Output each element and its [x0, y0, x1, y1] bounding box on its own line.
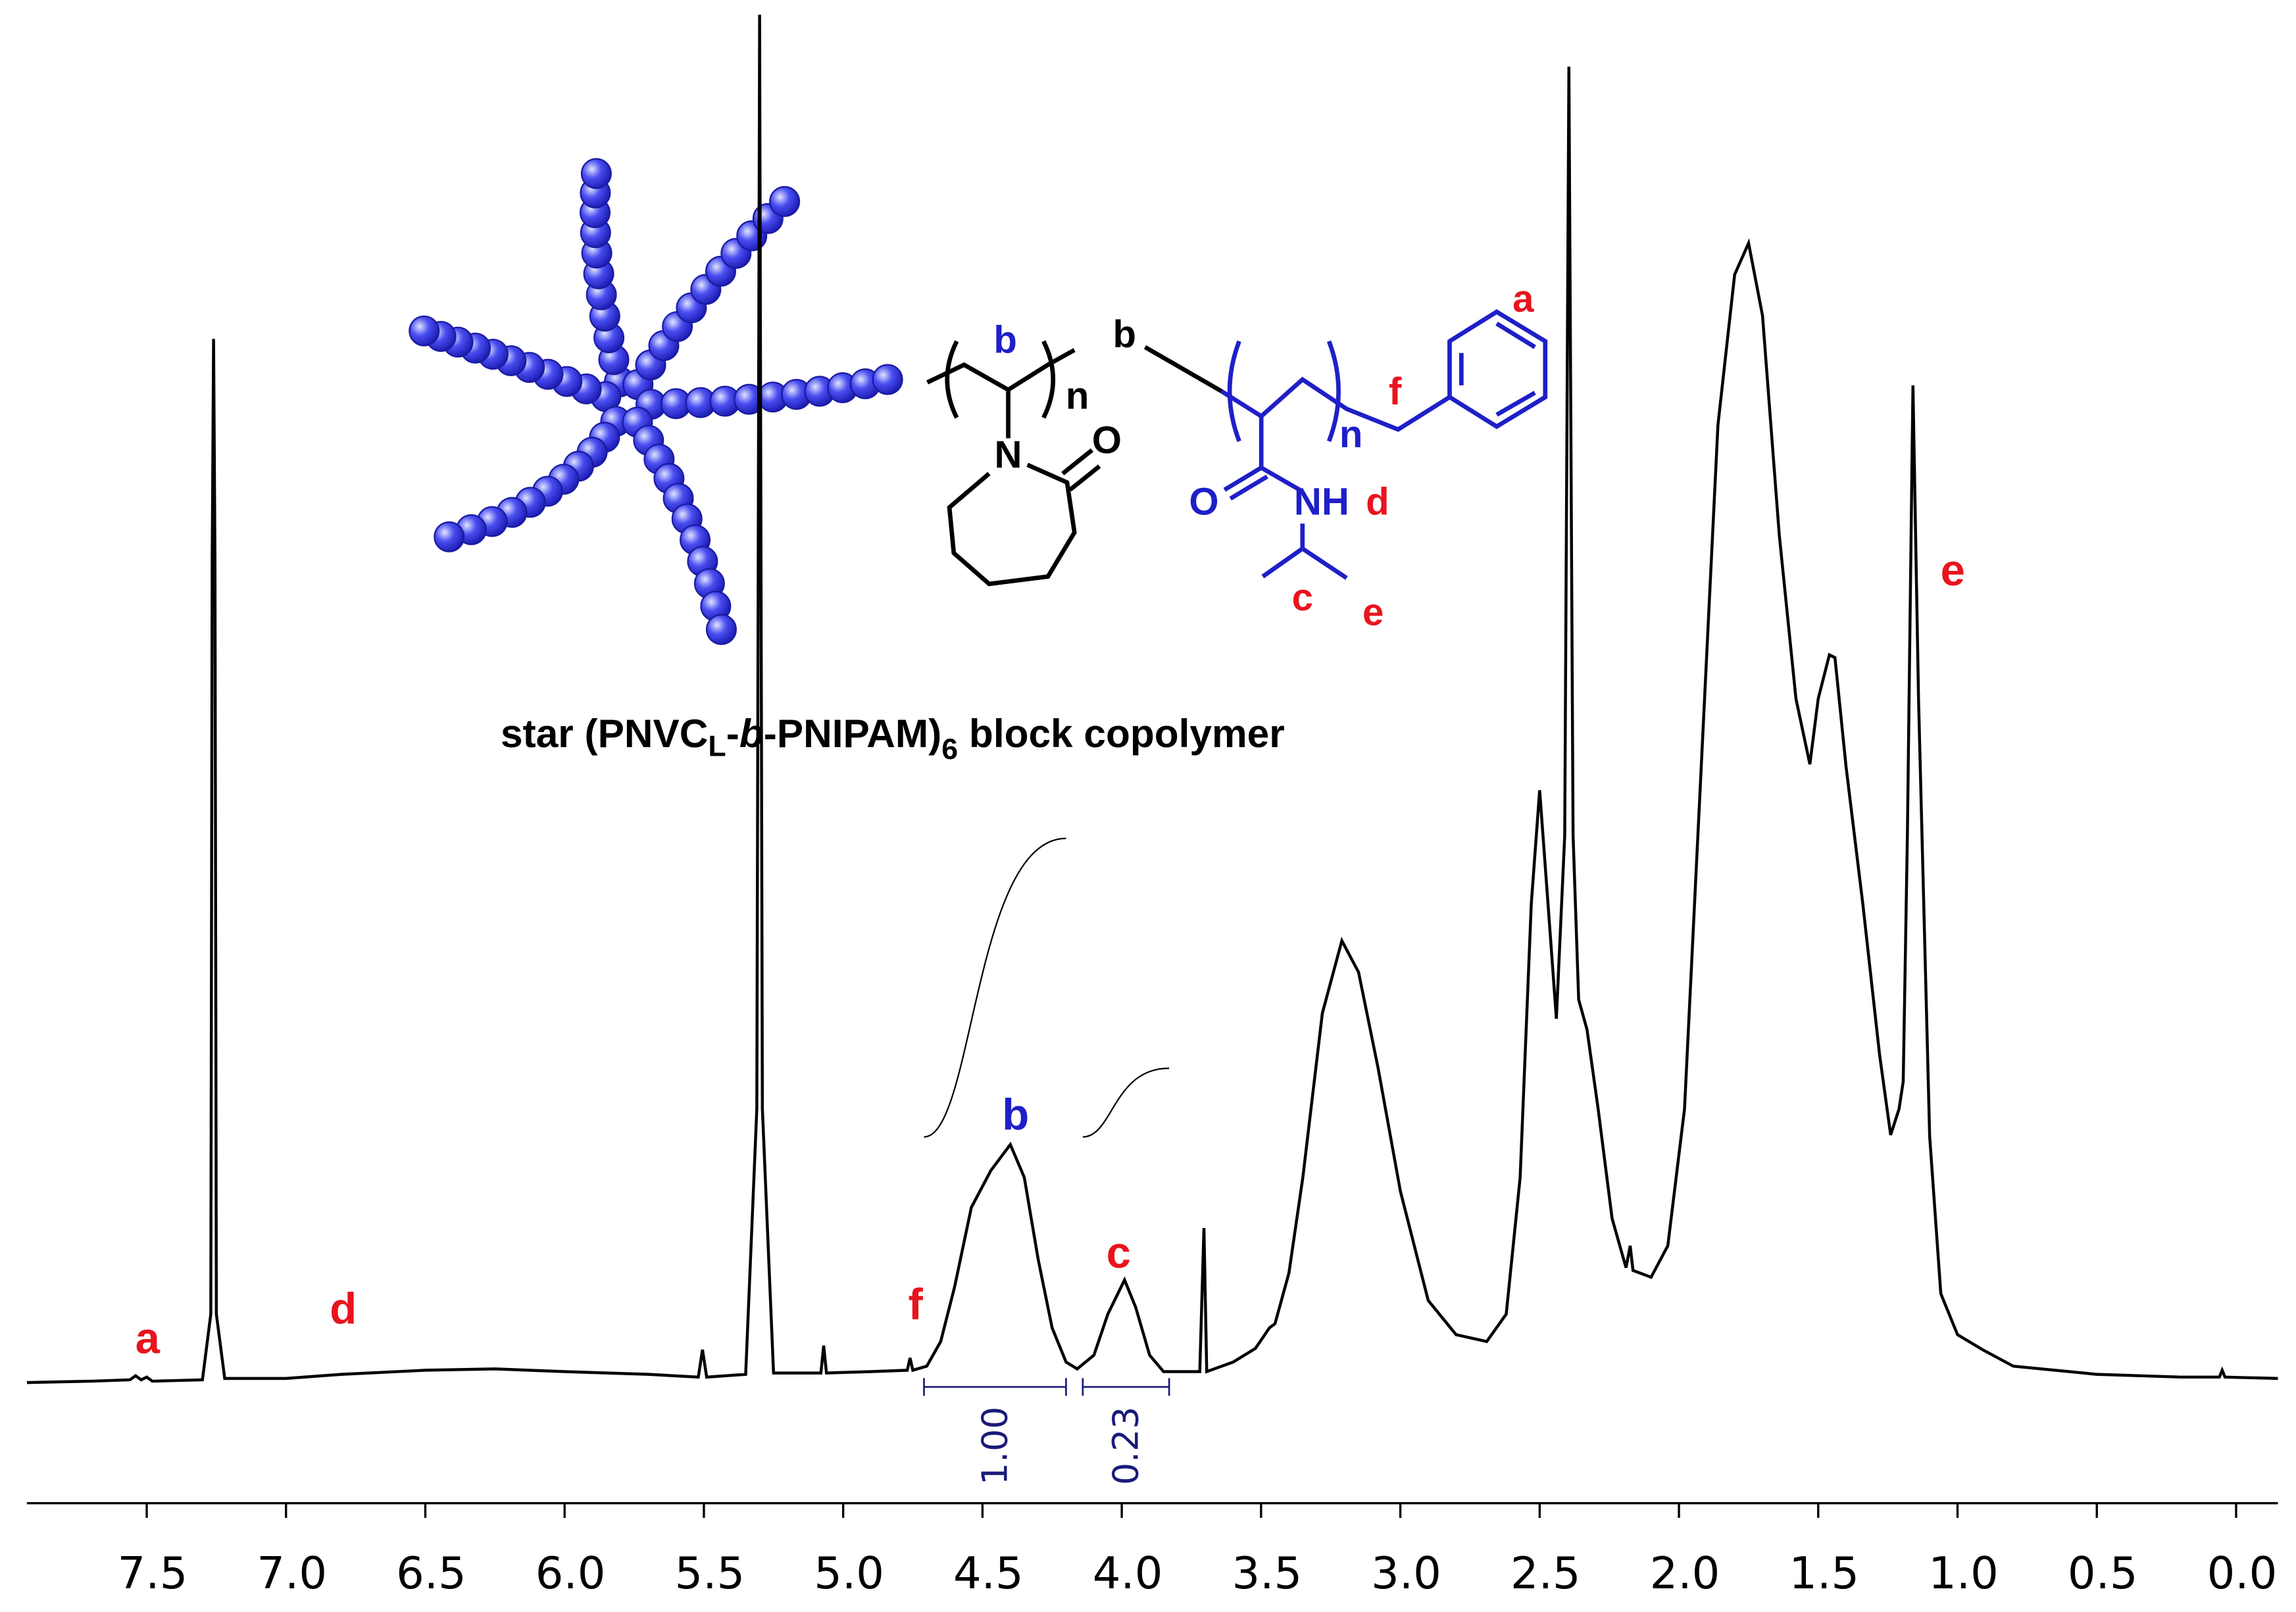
- x-tick-label: 6.5: [396, 1548, 466, 1599]
- x-tick-label: 7.0: [257, 1548, 327, 1599]
- x-tick-label: 5.0: [814, 1548, 884, 1599]
- bead: [409, 315, 440, 347]
- x-tick-label: 1.0: [1928, 1548, 1999, 1599]
- caption: star (PNVCL-b-PNIPAM)6 block copolymer: [501, 711, 1285, 766]
- x-tick-label: 3.0: [1371, 1548, 1441, 1599]
- x-tick-label: 0.0: [2207, 1548, 2278, 1599]
- structure-label: N: [995, 433, 1022, 476]
- x-tick-label: 3.5: [1232, 1548, 1302, 1599]
- ring: [947, 448, 1101, 587]
- bracket: [945, 340, 1056, 419]
- peak-label: c: [1107, 1229, 1131, 1278]
- peak-label: d: [330, 1284, 357, 1334]
- x-tick-label: 1.5: [1789, 1548, 1859, 1599]
- integral-label: 0.23: [1105, 1407, 1146, 1485]
- x-tick-label: 6.0: [536, 1548, 606, 1599]
- bead: [769, 185, 801, 217]
- integral-curve: [1082, 1067, 1170, 1138]
- caption-part: L: [708, 730, 726, 762]
- x-tick-label: 5.5: [675, 1548, 745, 1599]
- peak-label: e: [1941, 546, 1965, 595]
- caption-part: -: [726, 711, 739, 756]
- bead: [434, 521, 465, 552]
- integral-bracket: [1082, 1378, 1170, 1396]
- star-core: [409, 158, 903, 645]
- bond: [1220, 376, 1451, 580]
- integral-curve: [924, 837, 1066, 1138]
- x-tick-label: 2.0: [1650, 1548, 1720, 1599]
- structure-label: b: [1112, 313, 1136, 356]
- structure-label: n: [1339, 413, 1363, 456]
- spectrum-line: [26, 14, 2278, 1384]
- caption-part: b: [739, 711, 764, 756]
- caption-part: 6: [941, 733, 958, 766]
- structure-label: c: [1292, 576, 1313, 619]
- bead: [705, 614, 737, 645]
- structure-label: d: [1366, 481, 1389, 524]
- caption-part: -PNIPAM): [764, 711, 942, 756]
- bond: [926, 345, 1223, 439]
- structure-label: a: [1512, 278, 1534, 320]
- structure-label: b: [993, 319, 1017, 362]
- structure-label: NH: [1294, 481, 1349, 524]
- peak-label: a: [136, 1313, 161, 1363]
- caption-part: block copolymer: [958, 711, 1285, 756]
- integral-label: 1.00: [974, 1407, 1015, 1485]
- x-tick-label: 4.5: [953, 1548, 1024, 1599]
- bead: [872, 364, 903, 395]
- structure-label: O: [1092, 419, 1122, 462]
- peak-label: b: [1002, 1090, 1029, 1139]
- bead: [580, 158, 612, 189]
- integral-bracket: [923, 1378, 1067, 1396]
- structure-label: f: [1389, 370, 1402, 413]
- x-tick-label: 4.0: [1093, 1548, 1163, 1599]
- x-tick-label: 2.5: [1510, 1548, 1581, 1599]
- structure-label: O: [1189, 481, 1218, 524]
- peak-label: f: [908, 1280, 923, 1329]
- structure-label: n: [1066, 375, 1089, 418]
- structure-label: e: [1362, 591, 1384, 633]
- x-tick-label: 0.5: [2068, 1548, 2138, 1599]
- structure: b n b N O n f a O NH d c e star (PNVCL-b…: [501, 278, 1548, 766]
- x-tick-label: 7.5: [118, 1548, 188, 1599]
- benzene: [1447, 309, 1548, 429]
- caption-part: star (PNVC: [501, 711, 708, 756]
- bracket: [1227, 340, 1341, 443]
